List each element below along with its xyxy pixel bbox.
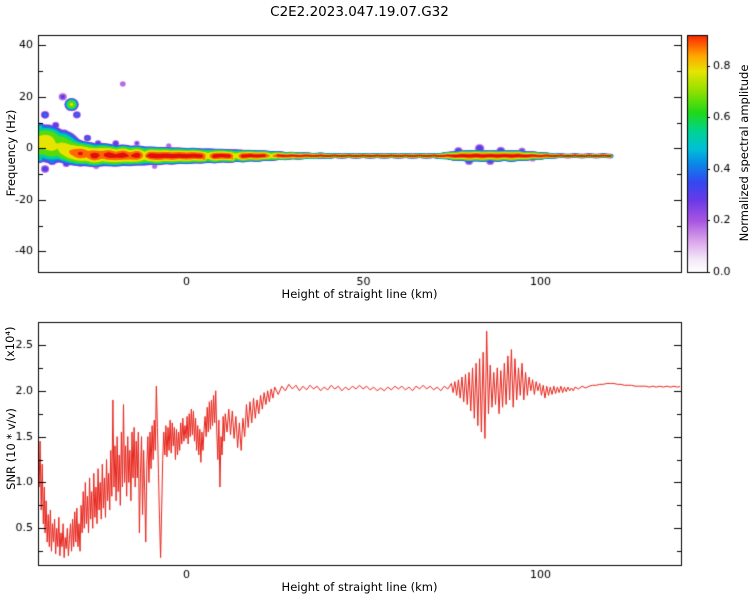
colorbar-label: Normalized spectral amplitude — [737, 64, 750, 242]
bottom-height-axis-label: Height of straight line (km) — [281, 580, 438, 594]
snr-axis-label: SNR (10 * v/v) — [4, 408, 18, 490]
figure-title: C2E2.2023.047.19.07.G32 — [270, 4, 449, 20]
frequency-axis-label: Frequency (Hz) — [4, 109, 18, 197]
top-height-axis-label: Height of straight line (km) — [281, 287, 438, 301]
